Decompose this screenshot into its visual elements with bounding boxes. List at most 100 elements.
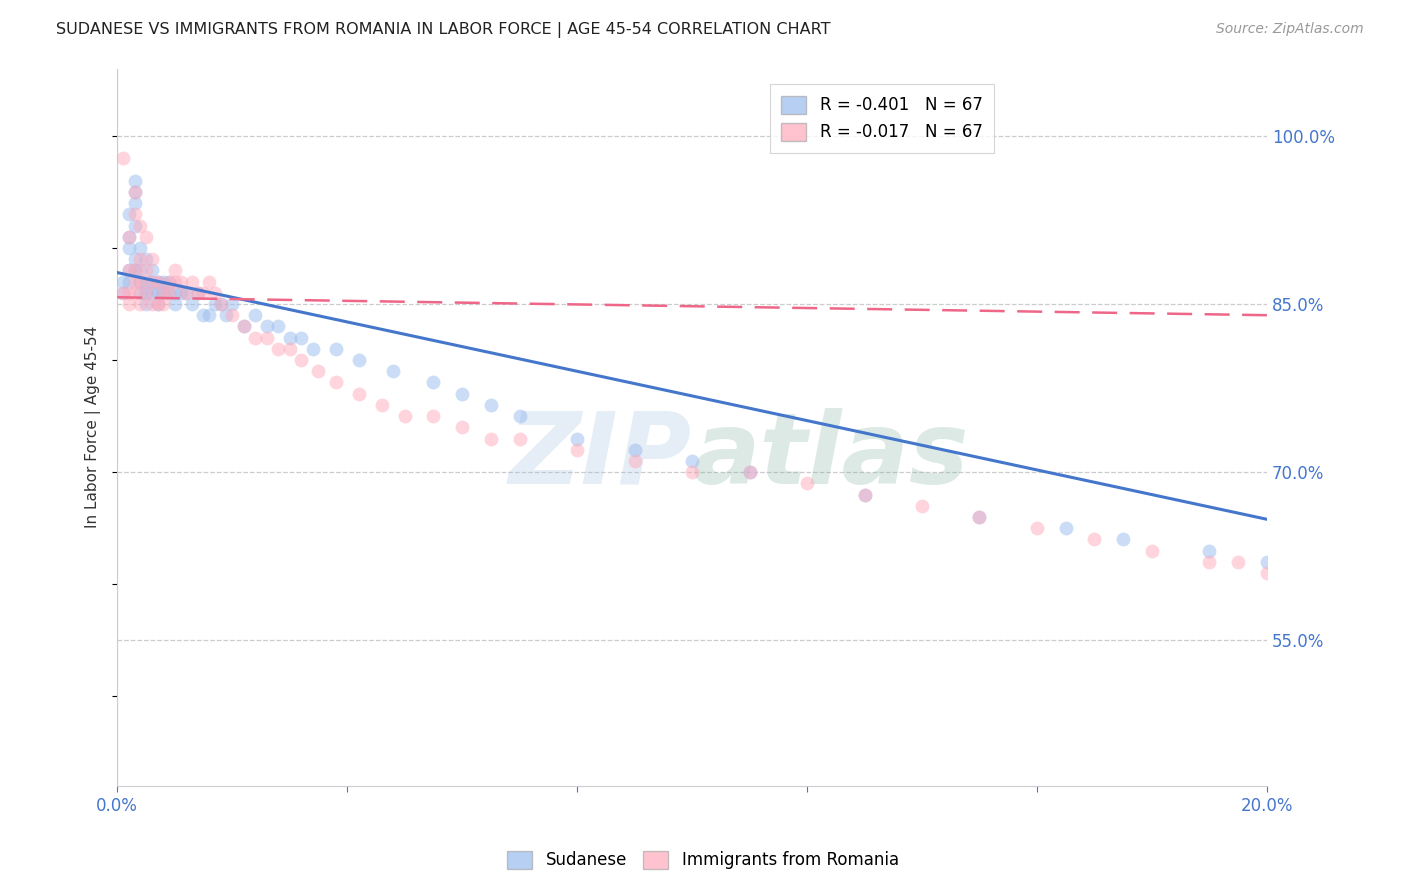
Point bbox=[422, 409, 444, 424]
Point bbox=[394, 409, 416, 424]
Point bbox=[124, 275, 146, 289]
Point bbox=[738, 465, 761, 479]
Point bbox=[347, 386, 370, 401]
Point bbox=[290, 353, 312, 368]
Point bbox=[278, 342, 301, 356]
Point bbox=[174, 285, 197, 300]
Point bbox=[681, 454, 703, 468]
Point bbox=[141, 285, 163, 300]
Text: atlas: atlas bbox=[692, 408, 969, 505]
Point bbox=[232, 319, 254, 334]
Point bbox=[135, 229, 157, 244]
Point bbox=[163, 263, 186, 277]
Point bbox=[209, 297, 232, 311]
Point bbox=[193, 285, 215, 300]
Point bbox=[422, 376, 444, 390]
Point bbox=[1256, 555, 1278, 569]
Point bbox=[135, 285, 157, 300]
Point bbox=[111, 285, 134, 300]
Point bbox=[118, 275, 141, 289]
Point bbox=[111, 151, 134, 165]
Point bbox=[204, 297, 226, 311]
Point bbox=[118, 229, 141, 244]
Point bbox=[129, 241, 152, 255]
Point bbox=[141, 263, 163, 277]
Point bbox=[129, 275, 152, 289]
Point bbox=[163, 297, 186, 311]
Point bbox=[479, 432, 502, 446]
Point bbox=[124, 252, 146, 267]
Point bbox=[129, 275, 152, 289]
Point bbox=[382, 364, 405, 378]
Point bbox=[157, 285, 180, 300]
Point bbox=[124, 285, 146, 300]
Point bbox=[157, 275, 180, 289]
Point bbox=[1054, 521, 1077, 535]
Point bbox=[118, 285, 141, 300]
Point bbox=[146, 297, 169, 311]
Point bbox=[1227, 555, 1250, 569]
Point bbox=[370, 398, 392, 412]
Point bbox=[509, 432, 531, 446]
Point bbox=[347, 353, 370, 368]
Point bbox=[256, 319, 278, 334]
Point bbox=[853, 487, 876, 501]
Point bbox=[152, 275, 174, 289]
Point bbox=[146, 275, 169, 289]
Point bbox=[451, 386, 474, 401]
Point bbox=[118, 263, 141, 277]
Point bbox=[307, 364, 329, 378]
Point bbox=[278, 331, 301, 345]
Point bbox=[146, 297, 169, 311]
Point bbox=[135, 285, 157, 300]
Point bbox=[1198, 543, 1220, 558]
Point bbox=[124, 207, 146, 221]
Point bbox=[141, 275, 163, 289]
Point bbox=[152, 297, 174, 311]
Point bbox=[256, 331, 278, 345]
Point bbox=[509, 409, 531, 424]
Point bbox=[911, 499, 934, 513]
Point bbox=[245, 308, 267, 322]
Point bbox=[152, 285, 174, 300]
Point bbox=[124, 196, 146, 211]
Point bbox=[193, 308, 215, 322]
Text: ZIP: ZIP bbox=[509, 408, 692, 505]
Legend: Sudanese, Immigrants from Romania: Sudanese, Immigrants from Romania bbox=[498, 840, 908, 880]
Point bbox=[135, 263, 157, 277]
Point bbox=[209, 297, 232, 311]
Point bbox=[111, 285, 134, 300]
Point bbox=[141, 252, 163, 267]
Point bbox=[623, 454, 645, 468]
Point bbox=[1026, 521, 1049, 535]
Point bbox=[141, 275, 163, 289]
Point bbox=[198, 275, 221, 289]
Point bbox=[118, 241, 141, 255]
Point bbox=[1083, 533, 1105, 547]
Point bbox=[118, 229, 141, 244]
Point bbox=[565, 442, 588, 457]
Point bbox=[124, 185, 146, 199]
Point bbox=[479, 398, 502, 412]
Point bbox=[163, 275, 186, 289]
Point bbox=[129, 285, 152, 300]
Point bbox=[152, 285, 174, 300]
Point bbox=[325, 342, 347, 356]
Point bbox=[174, 285, 197, 300]
Point bbox=[1112, 533, 1135, 547]
Point bbox=[141, 297, 163, 311]
Point bbox=[1256, 566, 1278, 580]
Point bbox=[325, 376, 347, 390]
Point bbox=[221, 308, 243, 322]
Point bbox=[129, 263, 152, 277]
Point bbox=[204, 285, 226, 300]
Point bbox=[129, 297, 152, 311]
Point bbox=[290, 331, 312, 345]
Point bbox=[163, 285, 186, 300]
Point bbox=[267, 342, 290, 356]
Point bbox=[135, 275, 157, 289]
Point bbox=[169, 285, 191, 300]
Point bbox=[232, 319, 254, 334]
Point bbox=[198, 308, 221, 322]
Point bbox=[157, 285, 180, 300]
